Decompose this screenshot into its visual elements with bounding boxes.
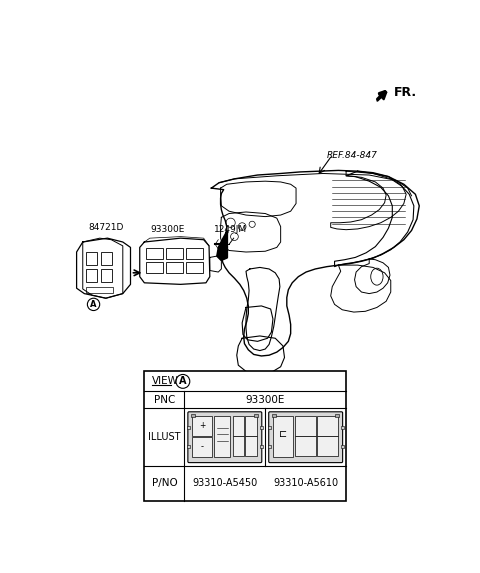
Text: 84721D: 84721D (88, 223, 123, 232)
Bar (187, 445, 190, 449)
Bar (295, 437, 316, 456)
Text: ⊏: ⊏ (279, 429, 287, 439)
Bar (273, 416, 293, 457)
Bar (192, 416, 212, 435)
Bar (101, 269, 112, 282)
Text: 93310-A5610: 93310-A5610 (273, 478, 338, 488)
Text: -: - (201, 442, 204, 452)
Bar (260, 445, 263, 449)
FancyBboxPatch shape (188, 412, 262, 462)
Bar (232, 416, 244, 435)
Bar (245, 437, 257, 456)
Bar (192, 437, 212, 457)
Bar (166, 248, 183, 259)
Bar (146, 262, 163, 273)
Bar (295, 416, 316, 435)
Text: A: A (179, 376, 187, 386)
Bar (144, 371, 346, 501)
Bar (267, 445, 271, 449)
FancyBboxPatch shape (269, 412, 343, 462)
Bar (86, 252, 96, 265)
Bar (192, 414, 195, 417)
Bar (146, 248, 163, 259)
Text: 93310-A5450: 93310-A5450 (192, 478, 257, 488)
Text: REF.84-847: REF.84-847 (327, 151, 378, 160)
Text: FR.: FR. (394, 86, 417, 99)
Text: PNC: PNC (154, 395, 175, 405)
Bar (267, 426, 271, 429)
Bar (187, 426, 190, 429)
Bar (86, 286, 113, 293)
Bar (215, 416, 230, 457)
Bar (186, 262, 203, 273)
Polygon shape (217, 233, 227, 260)
Bar (336, 414, 339, 417)
Text: 93300E: 93300E (246, 395, 285, 405)
Bar (254, 414, 258, 417)
Bar (341, 426, 344, 429)
Text: ILLUST: ILLUST (148, 432, 180, 442)
Bar (245, 416, 257, 435)
Bar (272, 414, 276, 417)
Text: P/NO: P/NO (152, 478, 177, 488)
Bar (260, 426, 263, 429)
Text: 1249JM: 1249JM (214, 225, 247, 234)
Bar (186, 248, 203, 259)
Bar (86, 269, 96, 282)
Text: +: + (199, 421, 205, 430)
Bar (166, 262, 183, 273)
Text: VIEW: VIEW (152, 376, 179, 386)
Bar (101, 252, 112, 265)
Text: 93300E: 93300E (150, 225, 185, 234)
Bar (341, 445, 344, 449)
Text: A: A (90, 300, 97, 309)
Bar (232, 437, 244, 456)
Bar (317, 416, 337, 435)
Bar (317, 437, 337, 456)
